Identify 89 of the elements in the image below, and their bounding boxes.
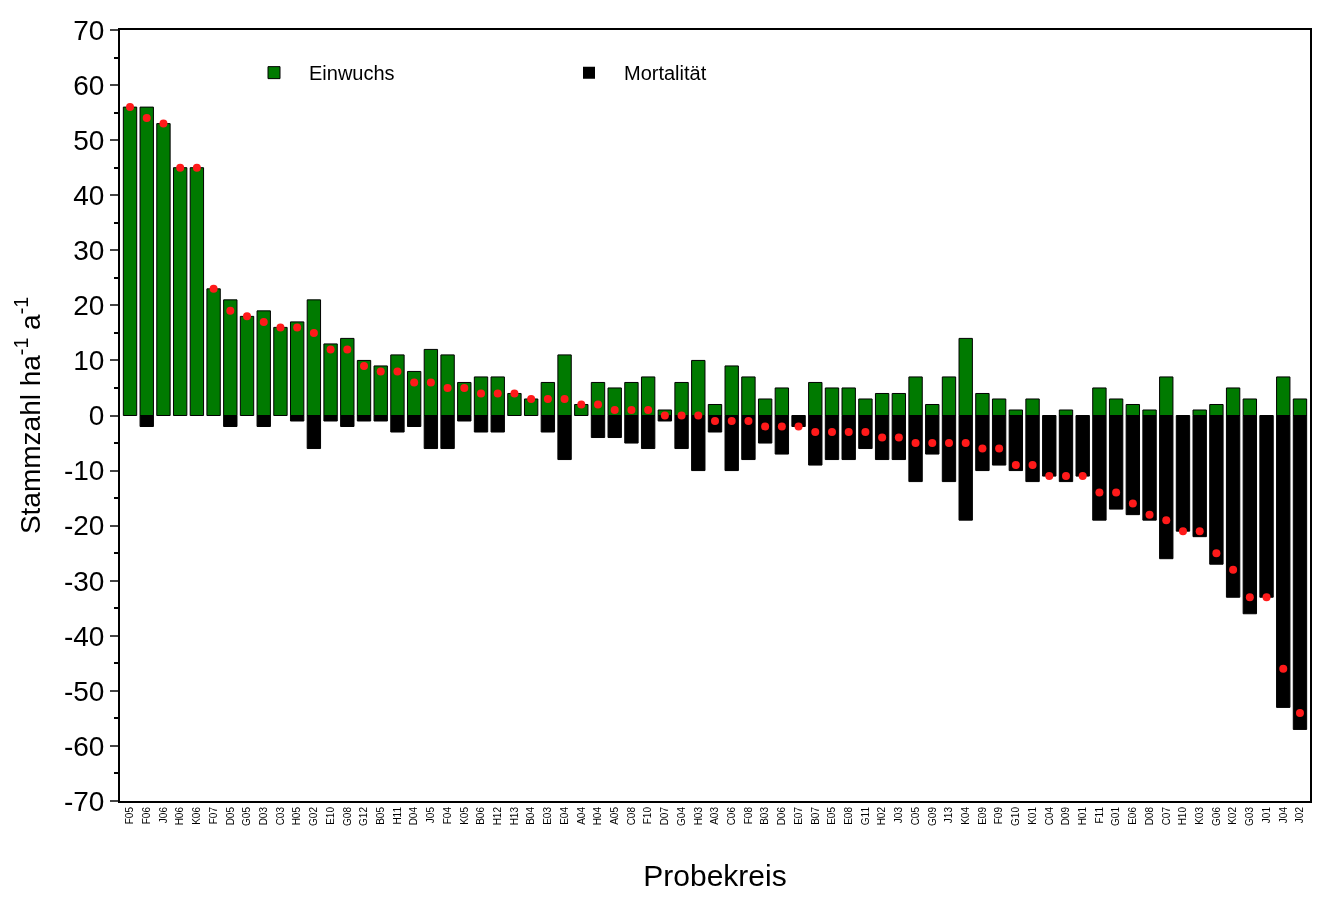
x-tick-label: G03 bbox=[1244, 806, 1256, 826]
x-tick-label: H02 bbox=[876, 806, 888, 826]
x-tick-label: A03 bbox=[709, 806, 721, 825]
x-tick-label: J06 bbox=[157, 806, 169, 824]
x-tick-label: H13 bbox=[508, 806, 520, 826]
x-tick-label: G08 bbox=[341, 806, 353, 826]
x-tick-label: D07 bbox=[659, 806, 671, 826]
x-tick-label: D04 bbox=[408, 806, 420, 826]
y-tick-label: -40 bbox=[63, 620, 105, 652]
x-tick-label: B05 bbox=[374, 806, 386, 825]
x-tick-label: D09 bbox=[1060, 806, 1072, 826]
x-tick-label: F09 bbox=[993, 806, 1005, 825]
x-tick-label: K03 bbox=[1193, 806, 1205, 825]
legend-label: Mortalität bbox=[624, 62, 707, 85]
y-tick-label: 70 bbox=[73, 14, 105, 46]
x-axis-title: Probekreis bbox=[643, 858, 787, 892]
x-tick-label: H04 bbox=[592, 806, 604, 826]
x-tick-label: G04 bbox=[675, 806, 687, 826]
x-tick-label: K02 bbox=[1227, 806, 1239, 825]
x-tick-label: B04 bbox=[525, 806, 537, 825]
x-tick-label: E09 bbox=[976, 806, 988, 825]
x-tick-label: C03 bbox=[274, 806, 286, 826]
x-tick-label: F08 bbox=[742, 806, 754, 825]
x-tick-label: H12 bbox=[491, 806, 503, 826]
x-tick-label: E04 bbox=[558, 806, 570, 825]
x-tick-label: F10 bbox=[642, 806, 654, 825]
x-tick-label: J03 bbox=[893, 806, 905, 824]
x-tick-label: K04 bbox=[959, 806, 971, 825]
x-tick-label: H05 bbox=[291, 806, 303, 826]
legend-label: Einwuchs bbox=[309, 62, 395, 85]
x-tick-label: C06 bbox=[725, 806, 737, 826]
x-tick-label: F05 bbox=[124, 806, 136, 825]
x-tick-label: G06 bbox=[1210, 806, 1222, 826]
y-tick-label: -70 bbox=[63, 785, 105, 817]
y-tick-label: 50 bbox=[73, 124, 105, 156]
y-tick-label: 10 bbox=[73, 345, 105, 377]
x-tick-label: G10 bbox=[1010, 806, 1022, 826]
y-tick-label: -60 bbox=[63, 730, 105, 762]
x-tick-label: G01 bbox=[1110, 806, 1122, 826]
y-tick-label: 20 bbox=[73, 290, 105, 322]
x-tick-label: C08 bbox=[625, 806, 637, 826]
y-tick-label: -50 bbox=[63, 675, 105, 707]
x-tick-label: J04 bbox=[1277, 806, 1289, 824]
x-tick-label: B07 bbox=[809, 806, 821, 825]
y-tick-label: -10 bbox=[63, 455, 105, 487]
y-tick-label: 60 bbox=[73, 69, 105, 101]
x-tick-label: G12 bbox=[358, 806, 370, 826]
x-tick-label: F04 bbox=[441, 806, 453, 825]
x-tick-label: E06 bbox=[1127, 806, 1139, 825]
x-tick-label: K01 bbox=[1026, 806, 1038, 825]
x-tick-label: A04 bbox=[575, 806, 587, 825]
x-tick-label: B03 bbox=[759, 806, 771, 825]
y-tick-label: 30 bbox=[73, 235, 105, 267]
x-tick-label: G09 bbox=[926, 806, 938, 826]
y-tick-label: -30 bbox=[63, 565, 105, 597]
x-tick-label: J01 bbox=[1260, 806, 1272, 824]
x-tick-label: C05 bbox=[909, 806, 921, 826]
x-tick-label: H06 bbox=[174, 806, 186, 826]
x-tick-label: H11 bbox=[391, 806, 403, 825]
x-tick-label: C07 bbox=[1160, 806, 1172, 826]
x-tick-label: E08 bbox=[842, 806, 854, 825]
x-tick-label: D08 bbox=[1143, 806, 1155, 826]
x-tick-label: K05 bbox=[458, 806, 470, 825]
x-tick-label: J13 bbox=[943, 806, 955, 824]
x-tick-label: E05 bbox=[826, 806, 838, 825]
x-tick-label: H01 bbox=[1076, 806, 1088, 826]
x-tick-label: J02 bbox=[1294, 806, 1306, 824]
x-tick-label: G05 bbox=[241, 806, 253, 826]
y-tick-label: -20 bbox=[63, 510, 105, 542]
x-tick-label: G02 bbox=[308, 806, 320, 826]
y-tick-label: 0 bbox=[88, 400, 105, 432]
x-tick-label: H03 bbox=[692, 806, 704, 826]
x-tick-label: D05 bbox=[224, 806, 236, 826]
x-tick-label: H10 bbox=[1177, 806, 1189, 826]
y-tick-label: 40 bbox=[73, 180, 105, 212]
x-tick-label: E07 bbox=[792, 806, 804, 825]
x-tick-label: C04 bbox=[1043, 806, 1055, 826]
x-tick-label: J05 bbox=[425, 806, 437, 824]
x-tick-label: F07 bbox=[207, 806, 219, 825]
x-tick-label: D06 bbox=[776, 806, 788, 826]
x-tick-label: E10 bbox=[324, 806, 336, 825]
x-tick-label: D03 bbox=[257, 806, 269, 826]
x-tick-label: K06 bbox=[191, 806, 203, 825]
x-tick-label: A05 bbox=[608, 806, 620, 825]
x-tick-label: F11 bbox=[1093, 806, 1105, 824]
x-tick-label: E03 bbox=[542, 806, 554, 825]
x-tick-label: G11 bbox=[859, 806, 871, 826]
x-tick-label: B06 bbox=[475, 806, 487, 825]
x-tick-label: F06 bbox=[140, 806, 152, 825]
